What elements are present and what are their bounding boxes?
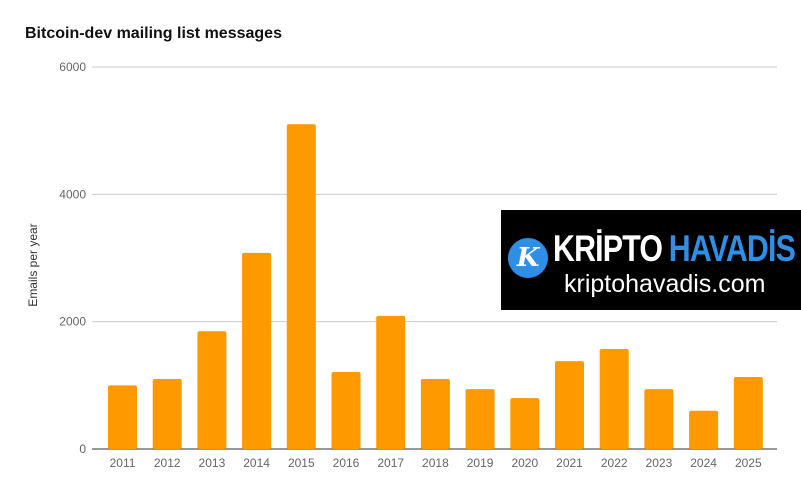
x-tick-label: 2019 [467, 456, 494, 470]
bar-2018 [420, 378, 450, 449]
watermark-url: kriptohavadis.com [564, 270, 766, 298]
bar-2022 [599, 349, 629, 449]
x-tick-label: 2014 [243, 456, 270, 470]
watermark-brand-part1: KRİPTO [553, 228, 663, 269]
y-tick-label: 6000 [59, 60, 86, 74]
x-tick-label: 2024 [690, 456, 717, 470]
x-tick-label: 2022 [601, 456, 628, 470]
bar-2015 [286, 124, 316, 450]
x-tick-label: 2021 [556, 456, 583, 470]
x-tick-label: 2013 [199, 456, 226, 470]
bar-2023 [644, 389, 674, 449]
watermark-brand-part2: HAVADİS [668, 228, 796, 269]
bar-2012 [152, 378, 182, 449]
x-tick-label: 2023 [646, 456, 673, 470]
x-tick-label: 2012 [154, 456, 181, 470]
y-tick-label: 2000 [59, 315, 86, 329]
x-tick-label: 2020 [511, 456, 538, 470]
x-tick-label: 2016 [333, 456, 360, 470]
bar-2016 [331, 371, 361, 449]
bar-2025 [733, 377, 763, 449]
chart-title: Bitcoin-dev mailing list messages [25, 25, 282, 42]
watermark: K KRİPTO HAVADİS kriptohavadis.com [501, 210, 801, 310]
x-tick-label: 2017 [377, 456, 404, 470]
bar-2017 [376, 315, 406, 449]
x-tick-label: 2018 [422, 456, 449, 470]
y-tick-label: 4000 [59, 187, 86, 201]
bar-2013 [197, 331, 227, 449]
bar-2019 [465, 389, 495, 449]
watermark-brand: KRİPTO HAVADİS [553, 228, 796, 270]
y-tick-label: 0 [79, 442, 86, 456]
bar-2014 [242, 252, 272, 449]
x-tick-label: 2011 [110, 456, 136, 470]
x-tick-label: 2015 [288, 456, 315, 470]
y-axis-label: Emails per year [26, 223, 40, 306]
bar-2020 [510, 398, 540, 449]
bar-2011 [108, 385, 137, 449]
logo-icon: K [508, 238, 548, 278]
bar-2024 [689, 410, 719, 449]
x-tick-label: 2025 [735, 456, 762, 470]
bar-2021 [555, 361, 584, 449]
